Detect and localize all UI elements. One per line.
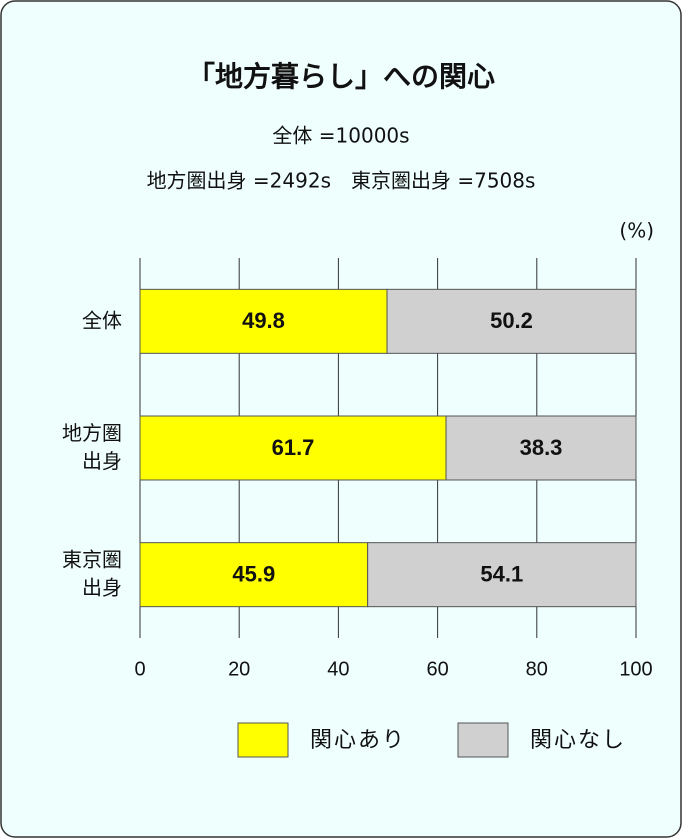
category-label: 地方圏出身 — [62, 421, 122, 473]
x-tick-label: 0 — [134, 658, 145, 680]
legend-swatch — [457, 722, 509, 758]
legend-label: 関心なし — [530, 728, 626, 753]
category-label: 全体 — [82, 308, 122, 332]
x-tick-label: 20 — [228, 658, 250, 680]
bar-segment — [139, 542, 369, 608]
data-label: 61.7 — [272, 435, 315, 460]
category-label: 東京圏出身 — [62, 547, 122, 599]
x-tick-label: 100 — [619, 658, 652, 680]
bar-segment — [139, 415, 447, 481]
bar-segment — [386, 288, 637, 354]
unit-label: (%) — [619, 219, 654, 243]
bar-segment — [367, 542, 637, 608]
data-label: 50.2 — [490, 308, 533, 333]
subtitle: 地方圏出身 =2492s 東京圏出身 =7508s — [147, 169, 536, 193]
subtitle: 全体 =10000s — [272, 124, 409, 148]
x-tick-label: 60 — [426, 658, 448, 680]
x-tick-label: 40 — [327, 658, 349, 680]
x-tick-label: 80 — [526, 658, 548, 680]
data-label: 38.3 — [520, 435, 563, 460]
bar-segment — [445, 415, 637, 481]
data-label: 45.9 — [232, 561, 275, 586]
chart-title: 「地方暮らし」への関心 — [187, 60, 495, 93]
legend-label: 関心あり — [310, 728, 406, 753]
data-label: 49.8 — [242, 308, 285, 333]
data-label: 54.1 — [480, 561, 523, 586]
legend-swatch — [237, 722, 289, 758]
